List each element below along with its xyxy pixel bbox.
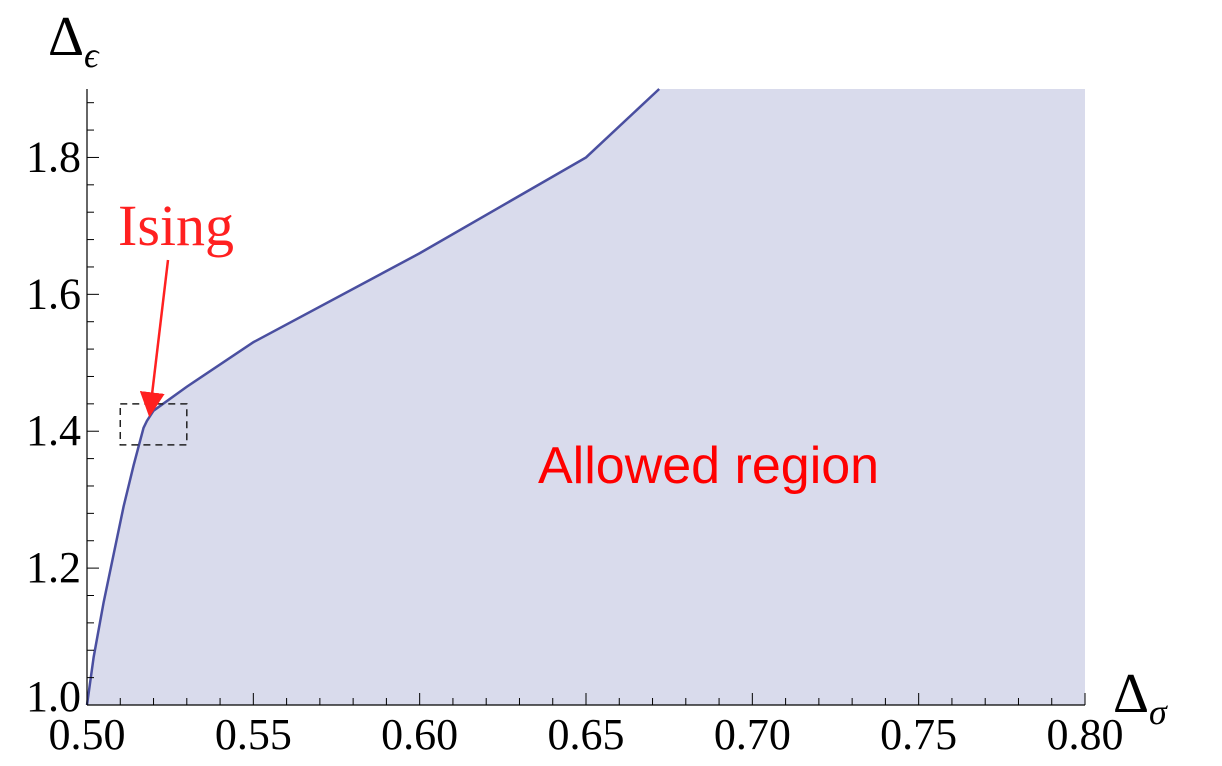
y-tick-label: 1.2 <box>26 543 81 592</box>
x-tick-label: 0.50 <box>49 710 126 759</box>
y-tick-label: 1.4 <box>26 406 81 455</box>
ising-arrow <box>139 259 170 418</box>
y-tick-label: 1.8 <box>26 132 81 181</box>
x-tick-label: 0.80 <box>1047 710 1124 759</box>
y-axis-title-sub: ϵ <box>84 35 100 75</box>
allowed-region-fill <box>87 89 1085 705</box>
x-tick-label: 0.55 <box>215 710 292 759</box>
x-tick-label: 0.75 <box>880 710 957 759</box>
boundary-curve <box>85 88 661 706</box>
y-axis-title: Δϵ <box>48 6 100 75</box>
x-axis-title-sub: σ <box>1149 692 1168 732</box>
y-tick-label: 1.6 <box>26 269 81 318</box>
ising-annotation: Ising <box>118 193 234 258</box>
y-tick-label: 1.0 <box>26 672 81 721</box>
x-axis-title: Δσ <box>1113 663 1168 732</box>
allowed-region-annotation: Allowed region <box>538 437 879 495</box>
x-tick-label: 0.60 <box>381 710 458 759</box>
x-tick-label: 0.70 <box>714 710 791 759</box>
ising-highlight-box <box>119 403 188 446</box>
x-tick-label: 0.65 <box>548 710 625 759</box>
